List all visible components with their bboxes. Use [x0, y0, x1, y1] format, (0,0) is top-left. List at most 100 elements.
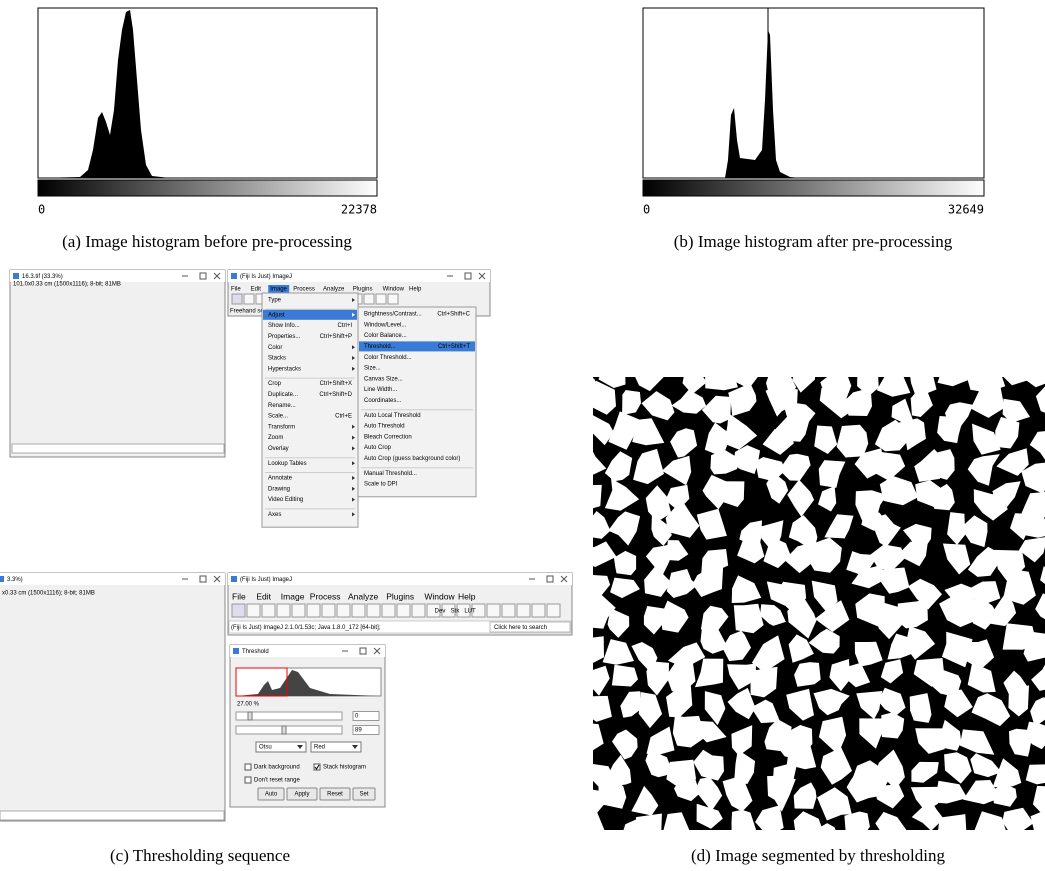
- tool: [307, 604, 320, 617]
- label: Window: [383, 287, 405, 293]
- tool: [352, 604, 365, 617]
- label: Otsu: [259, 745, 272, 751]
- label: (Fiji Is Just) ImageJ: [240, 577, 292, 583]
- label: Type: [268, 298, 282, 304]
- grain: [577, 485, 602, 509]
- label: Window/Level...: [364, 322, 407, 328]
- label: (b) Image histogram after pre-processing: [674, 232, 953, 251]
- grain: [629, 840, 661, 871]
- label: Dark background: [254, 765, 300, 771]
- label: Brightness/Contrast...: [364, 312, 422, 318]
- tool: [397, 604, 410, 617]
- label: File: [232, 591, 246, 601]
- slider-thumb: [282, 726, 286, 734]
- label: Reset: [327, 792, 343, 798]
- grain: [228, 435, 248, 452]
- tool: [232, 604, 245, 617]
- grain: [636, 814, 662, 847]
- app-icon: [13, 273, 19, 279]
- app-icon: [233, 648, 239, 654]
- label: Freehand sel: [230, 309, 265, 315]
- checkbox: [245, 764, 251, 770]
- grain: [224, 399, 240, 411]
- scrollbar: [12, 444, 224, 453]
- label: Canvas Size...: [364, 376, 403, 382]
- label: Annotate: [268, 476, 293, 482]
- tool: [517, 604, 530, 617]
- grain: [231, 409, 249, 422]
- label: Scale to DPI: [364, 482, 398, 488]
- label: Ctrl+Shift+C: [437, 312, 470, 318]
- label: Transform: [268, 424, 295, 430]
- figure: (a) Image histogram before pre-processin…: [0, 0, 1045, 871]
- tool: [232, 294, 242, 304]
- label: Don't reset range: [254, 778, 301, 784]
- label: Ctrl+I: [337, 323, 352, 329]
- label: 0: [38, 203, 45, 217]
- grain: [612, 665, 638, 687]
- grain: [229, 332, 248, 349]
- label: Manual Threshold...: [364, 471, 417, 477]
- label: Bleach Correction: [364, 434, 412, 440]
- grain: [938, 357, 969, 386]
- label: Show Info...: [268, 323, 300, 329]
- label: Coordinates...: [364, 398, 402, 404]
- label: Size...: [364, 366, 381, 372]
- label: (Fiji Is Just) ImageJ 2.1.0/1.53c; Java …: [231, 625, 381, 631]
- label: Axes: [268, 512, 281, 518]
- label: Auto Local Threshold: [364, 413, 421, 419]
- app-icon: [231, 576, 237, 582]
- label: Plugins: [353, 287, 373, 293]
- label: Process: [293, 287, 315, 293]
- label: Overlay: [268, 446, 289, 452]
- window: [10, 270, 225, 457]
- label: (d) Image segmented by thresholding: [691, 846, 945, 865]
- tool: [532, 604, 545, 617]
- label: Click here to search: [494, 625, 547, 631]
- label: Ctrl+Shift+T: [438, 344, 470, 350]
- label: Help: [409, 287, 422, 293]
- tool: [337, 604, 350, 617]
- tool: [244, 294, 254, 304]
- tool: [247, 604, 260, 617]
- histogram-a: [38, 8, 377, 196]
- label: Help: [458, 591, 476, 601]
- label: Ctrl+Shift+P: [320, 334, 352, 340]
- label: Auto Crop: [364, 445, 392, 451]
- window: [0, 573, 225, 821]
- slider-thumb: [248, 712, 252, 720]
- label: Image: [281, 591, 305, 601]
- grain: [959, 842, 991, 867]
- label: Edit: [251, 287, 262, 293]
- label: Red: [314, 745, 325, 751]
- app-icon: [231, 273, 237, 279]
- tool: [277, 604, 290, 617]
- tool: [502, 604, 515, 617]
- label: 89: [355, 728, 362, 734]
- grain: [227, 345, 247, 362]
- label: Ctrl+Shift+D: [319, 392, 352, 398]
- checkbox: [245, 777, 251, 783]
- label: x0.33 cm (1500x1116); 8-bit; 81MB: [2, 591, 95, 597]
- tool: [388, 294, 398, 304]
- tool: [382, 604, 395, 617]
- label: Ctrl+Shift+X: [320, 381, 352, 387]
- grain: [580, 696, 612, 722]
- label: Drawing: [268, 486, 290, 492]
- histogram-b: [643, 8, 984, 196]
- label: Color Balance...: [364, 333, 407, 339]
- label: 32649: [948, 203, 984, 217]
- grain: [227, 360, 238, 376]
- tool: [376, 294, 386, 304]
- label: Set: [359, 792, 368, 798]
- tool: [367, 604, 380, 617]
- tool: [322, 604, 335, 617]
- grain: [1033, 847, 1045, 871]
- texture: [568, 353, 1045, 871]
- label: (a) Image histogram before pre-processin…: [62, 232, 352, 251]
- label: Analyze: [323, 287, 345, 293]
- label: Properties...: [268, 334, 301, 340]
- label: Threshold: [242, 649, 269, 655]
- label: Color: [268, 345, 282, 351]
- grain: [234, 811, 256, 832]
